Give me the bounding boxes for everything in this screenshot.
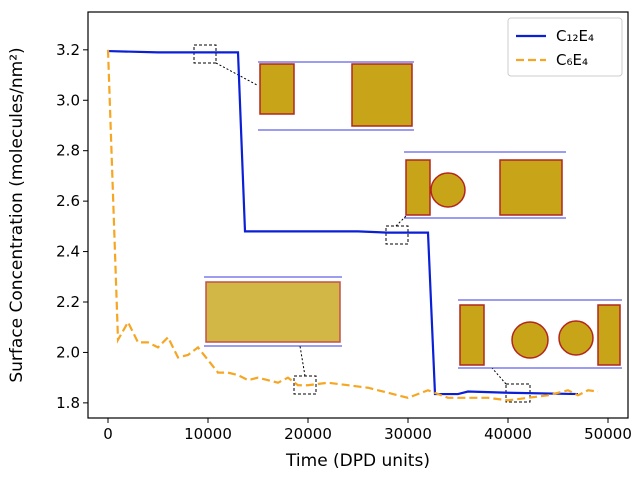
x-tick-label: 20000 [284, 425, 332, 443]
y-tick-label: 1.8 [56, 394, 80, 412]
snapshot-insets [193, 44, 622, 403]
y-tick-label: 2.6 [56, 192, 80, 210]
y-tick-label: 2.4 [56, 243, 80, 261]
x-tick-label: 0 [103, 425, 113, 443]
x-tick-label: 40000 [484, 425, 532, 443]
series-line [106, 49, 599, 402]
y-tick-label: 3.2 [56, 41, 80, 59]
x-tick-label: 10000 [184, 425, 232, 443]
y-tick-label: 2.0 [56, 343, 80, 361]
series-line [107, 49, 579, 396]
y-tick-label: 2.2 [56, 293, 80, 311]
legend-label: C₁₂E₄ [556, 27, 594, 45]
legend-label: C₆E₄ [556, 51, 588, 69]
x-tick-label: 50000 [584, 425, 632, 443]
plot-frame [87, 11, 629, 419]
legend-box [507, 17, 623, 77]
y-tick-label: 3.0 [56, 91, 80, 109]
x-axis-label: Time (DPD units) [285, 451, 430, 471]
y-tick-label: 2.8 [56, 142, 80, 160]
y-axis-label: Surface Concentration (molecules/nm²) [7, 47, 27, 382]
x-tick-label: 30000 [384, 425, 432, 443]
